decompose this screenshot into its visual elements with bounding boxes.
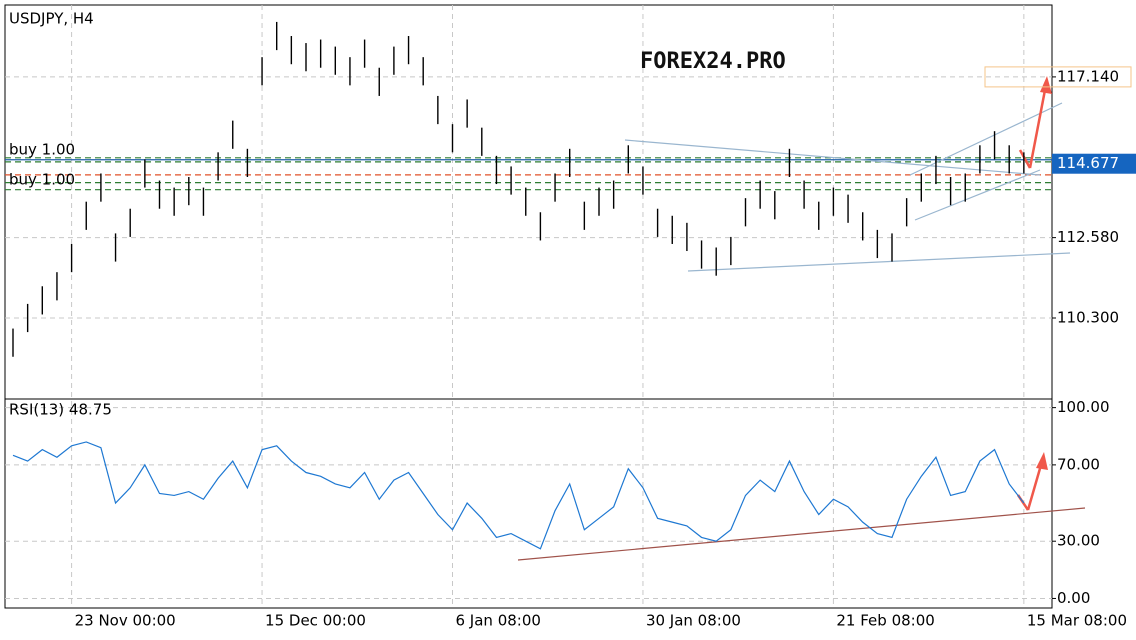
- y-tick-label: 0.00: [1057, 589, 1090, 607]
- tick-highlight: [984, 66, 1132, 88]
- x-tick-label: 21 Feb 08:00: [836, 612, 934, 630]
- forecast-arrows: [1016, 76, 1052, 511]
- y-tick-label: 100.00: [1057, 398, 1110, 416]
- current-price-label: 114.677: [1057, 154, 1119, 172]
- rsi-title: RSI(13) 48.75: [9, 401, 112, 419]
- order-label: buy 1.00: [9, 171, 75, 189]
- y-tick-label: 117.140: [1057, 67, 1119, 85]
- y-tick-label: 112.580: [1057, 228, 1119, 246]
- current-price-box: [1052, 153, 1136, 174]
- rsi-line: [12, 441, 1025, 550]
- x-tick-label: 23 Nov 00:00: [75, 612, 176, 630]
- order-label: buy 1.00: [9, 141, 75, 159]
- y-tick-label: 70.00: [1057, 455, 1100, 473]
- x-tick-label: 30 Jan 08:00: [646, 612, 741, 630]
- trend-lines: [624, 102, 1071, 272]
- rsi-trend-line: [517, 507, 1086, 561]
- chart-title: USDJPY, H4: [9, 10, 94, 28]
- x-tick-label: 15 Mar 08:00: [1027, 612, 1127, 630]
- y-tick-label: 30.00: [1057, 532, 1100, 550]
- frame: [4, 4, 1053, 609]
- x-tick-label: 15 Dec 00:00: [265, 612, 366, 630]
- x-tick-label: 6 Jan 08:00: [456, 612, 541, 630]
- y-tick-label: 110.300: [1057, 308, 1119, 326]
- watermark: FOREX24.PRO: [640, 49, 786, 74]
